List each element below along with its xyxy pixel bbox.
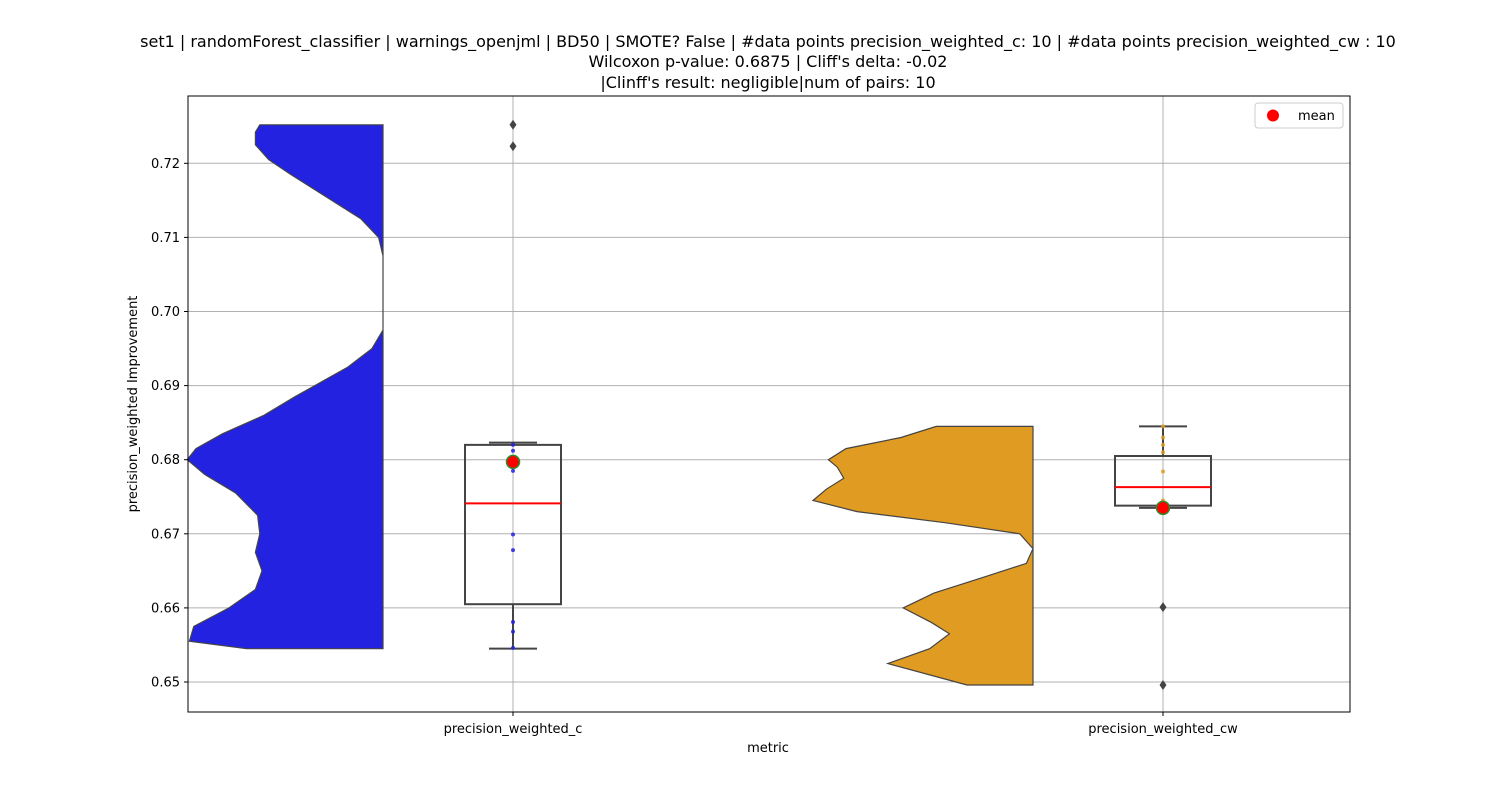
data-point	[1161, 469, 1165, 474]
legend: mean	[1254, 102, 1344, 129]
data-point	[511, 548, 515, 553]
chart-title-line-1: set1 | randomForest_classifier | warning…	[140, 32, 1396, 51]
y-tick-label: 0.68	[151, 453, 180, 468]
y-tick-label: 0.72	[151, 157, 180, 172]
plot-frame	[187, 95, 1351, 713]
y-tick-label: 0.67	[151, 527, 180, 542]
data-point	[511, 442, 515, 447]
y-axis-label: precision_weighted Improvement	[126, 296, 141, 513]
y-tick-label: 0.66	[151, 601, 180, 616]
data-point	[1161, 442, 1165, 447]
y-tick-label: 0.70	[151, 305, 180, 320]
mean-marker	[505, 454, 521, 470]
y-tick-label: 0.65	[151, 676, 180, 691]
data-point	[511, 468, 515, 473]
legend-mean-label: mean	[1298, 109, 1335, 124]
data-point	[511, 448, 515, 453]
data-point	[1161, 450, 1165, 455]
data-point	[1161, 424, 1165, 429]
chart-title-line-3: |Clinff's result: negligible|num of pair…	[600, 73, 936, 92]
data-point	[511, 645, 515, 650]
mean-marker	[1155, 500, 1171, 516]
y-tick-label: 0.71	[151, 231, 180, 246]
y-tick-label: 0.69	[151, 379, 180, 394]
outlier-marker	[1159, 679, 1167, 690]
x-axis-label: metric	[747, 741, 789, 756]
violin-body	[186, 124, 384, 650]
x-tick-label: precision_weighted_c	[444, 722, 583, 737]
outlier-marker	[509, 141, 517, 152]
data-point	[1161, 435, 1165, 440]
data-point	[511, 532, 515, 537]
chart-title-line-2: Wilcoxon p-value: 0.6875 | Cliff's delta…	[588, 52, 948, 71]
x-tick-label: precision_weighted_cw	[1088, 722, 1238, 737]
data-point	[511, 629, 515, 634]
data-point	[511, 619, 515, 624]
outlier-marker	[1159, 602, 1167, 613]
outlier-marker	[509, 119, 517, 130]
legend-mean-marker	[1267, 109, 1279, 122]
legend-box	[1254, 102, 1344, 129]
violin-body	[811, 425, 1034, 686]
